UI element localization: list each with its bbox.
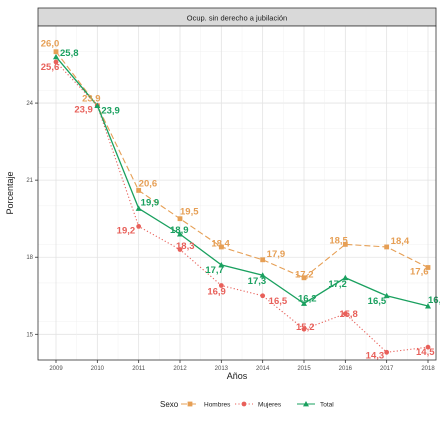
data-label-hombres: 18,4 [211,238,230,249]
data-point-total [425,303,431,309]
x-tick-label: 2017 [380,366,394,372]
data-point-hombres [260,257,266,263]
data-label-hombres: 23,9 [82,94,101,105]
data-point-mujeres [301,326,307,332]
series-lines [55,51,429,353]
x-axis-label: Años [227,371,248,381]
data-label-total: 16,2 [298,293,317,304]
y-tick-label: 18 [26,255,33,261]
x-tick-label: 2014 [256,366,270,372]
x-tick-label: 2018 [421,366,435,372]
data-point-mujeres [136,224,142,229]
data-point-hombres [384,244,390,250]
data-point-hombres [53,49,59,55]
data-label-hombres: 18,5 [329,235,348,246]
data-label-total: 19,9 [141,197,160,208]
data-label-total: 17,2 [328,279,347,290]
data-label-hombres: 17,6 [410,267,429,278]
data-label-total: 17,7 [205,265,224,276]
y-tick-label: 21 [26,178,33,184]
legend-entry: Mujeres [258,402,282,409]
data-point-total [383,292,390,299]
legend: Sexo Hombres Mujeres Total [160,400,334,409]
series-line-total [55,56,429,307]
data-label-hombres: 18,4 [391,236,410,247]
x-tick-label: 2011 [132,366,146,372]
y-axis-ticks: 15 18 21 24 [26,101,38,338]
data-label-hombres: 26,0 [41,39,60,50]
legend-title: Sexo [160,400,179,409]
plot-panel [38,26,436,360]
data-point-mujeres [53,59,59,65]
y-axis-label: Porcentaje [5,171,15,214]
data-point-hombres [425,265,431,270]
data-label-hombres: 17,2 [295,269,314,280]
x-tick-label: 2013 [215,366,229,372]
data-point-mujeres [425,344,431,350]
data-point-hombres [177,216,183,222]
data-labels: 26,0 23,9 20,6 19,5 18,4 17,9 17,2 18,5 18,4 17,6… [41,39,440,362]
data-point-total [94,102,101,109]
data-point-mujeres [218,283,224,288]
data-label-mujeres: 14,3 [366,350,385,361]
data-label-mujeres: 16,5 [269,296,288,307]
x-axis-ticks: 2009 2010 2011 2012 2013 2014 2015 2016 2017 2018 [49,360,435,372]
data-label-mujeres: 14,5 [416,347,435,358]
data-point-total [177,231,183,237]
data-point-total [259,272,266,278]
data-label-mujeres: 19,2 [117,225,135,236]
data-label-mujeres: 15,2 [296,322,315,333]
data-label-mujeres: 25,6 [41,62,60,73]
data-point-mujeres [342,311,348,317]
series-line-hombres [55,51,429,279]
data-label-mujeres: 18,3 [176,241,195,252]
data-point-total [53,53,59,60]
data-label-hombres: 20,6 [139,178,158,189]
data-point-mujeres [177,247,183,252]
series-markers [53,49,431,355]
data-label-mujeres: 16,9 [207,286,226,297]
y-tick-label: 24 [26,101,33,107]
legend-key-marker [241,401,247,407]
x-tick-label: 2012 [173,366,187,372]
legend-key-marker [187,401,193,407]
x-tick-label: 2010 [91,366,105,372]
data-point-mujeres [384,349,390,355]
data-label-mujeres: 15,8 [339,309,358,320]
data-point-total [135,205,142,211]
y-tick-label: 15 [26,332,33,338]
data-point-total [218,261,225,268]
data-point-hombres [301,275,307,281]
data-label-total: 17,3 [248,276,267,287]
data-point-total [342,274,349,281]
plot-border [37,25,437,361]
data-point-total [301,300,307,306]
legend-entry: Total [320,402,334,409]
x-tick-label: 2015 [297,366,311,372]
legend-key-marker [303,401,309,407]
data-label-total: 25,8 [60,48,79,59]
x-tick-label: 2009 [49,366,63,372]
data-label-total: 18,9 [170,225,189,236]
data-point-hombres [136,188,142,193]
data-label-total: 16,1 [428,295,440,306]
data-label-total: 16,5 [368,296,387,307]
data-label-hombres: 17,9 [267,249,286,260]
data-point-mujeres [260,293,266,299]
data-label-mujeres: 23,9 [74,105,93,116]
data-label-total: 23,9 [101,106,120,117]
data-point-hombres [342,241,348,247]
data-label-hombres: 19,5 [180,207,199,218]
data-point-hombres [218,244,224,250]
legend-entry: Hombres [204,402,231,409]
x-tick-label: 2016 [339,366,353,372]
facet-title: Ocup. sin derecho a jubilación [187,14,287,23]
